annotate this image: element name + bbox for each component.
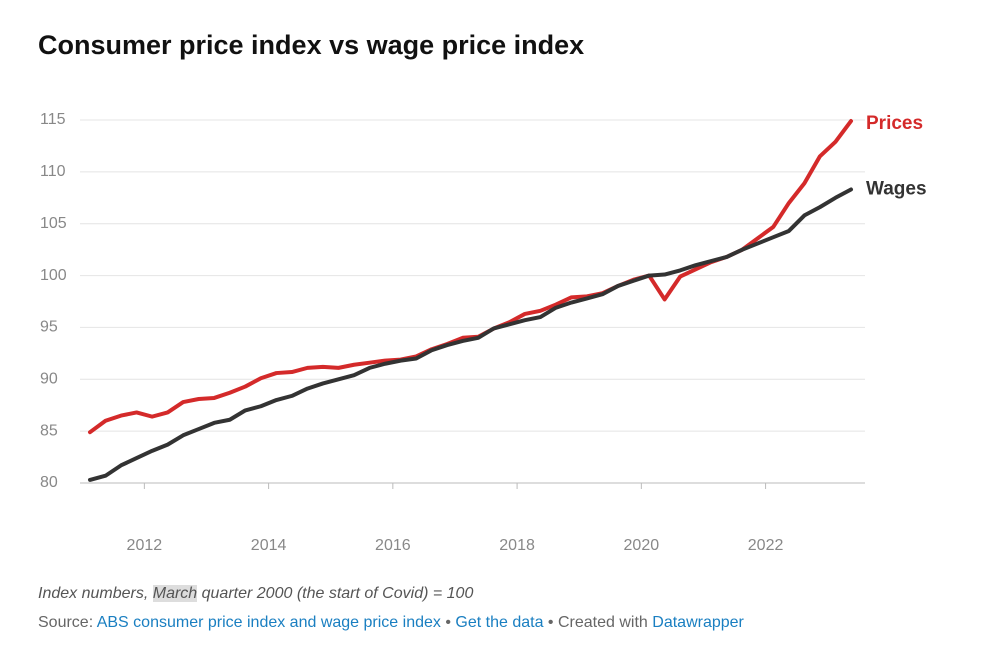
line xyxy=(88,119,853,435)
tool-link[interactable]: Datawrapper xyxy=(652,614,744,631)
x-tick-label: 2018 xyxy=(499,537,535,554)
credit-text: Created with xyxy=(557,614,648,631)
x-tick-label: 2020 xyxy=(624,537,660,554)
end-label: Prices xyxy=(866,113,923,134)
note-highlight: March xyxy=(152,585,198,602)
x-tick-label: 2014 xyxy=(251,537,287,554)
note-text: Index numbers, xyxy=(38,585,153,602)
note: Index numbers, March quarter 2000 (the s… xyxy=(38,585,473,603)
line xyxy=(88,187,853,482)
separator: • xyxy=(547,614,554,631)
note-text: quarter 2000 (the start of Covid) = 100 xyxy=(197,585,474,602)
data-link[interactable]: Get the data xyxy=(455,614,544,631)
separator: • xyxy=(445,614,451,631)
end-label: Wages xyxy=(866,179,927,200)
y-tick-label: 115 xyxy=(40,111,66,128)
source-link[interactable]: ABS consumer price index and wage price … xyxy=(96,614,441,631)
chart: Consumer price index vs wage price index… xyxy=(38,30,927,554)
x-tick-label: 2012 xyxy=(127,537,163,554)
y-tick-label: 90 xyxy=(40,371,58,388)
x-tick-label: 2022 xyxy=(748,537,784,554)
x-tick-label: 2016 xyxy=(375,537,411,554)
y-tick-label: 95 xyxy=(40,319,58,336)
y-tick-label: 110 xyxy=(40,163,66,180)
source-label: Source: xyxy=(38,614,94,631)
y-tick-label: 80 xyxy=(40,474,58,491)
y-tick-label: 105 xyxy=(40,215,67,232)
y-tick-label: 85 xyxy=(40,422,58,439)
y-tick-label: 100 xyxy=(40,267,67,284)
chart-title: Consumer price index vs wage price index xyxy=(38,30,584,60)
footer: Source: ABS consumer price index and wag… xyxy=(38,614,744,632)
